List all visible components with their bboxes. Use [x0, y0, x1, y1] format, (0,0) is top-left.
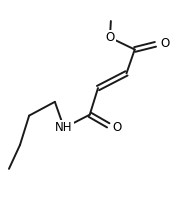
Text: O: O	[113, 121, 122, 134]
Text: NH: NH	[55, 121, 73, 134]
Text: O: O	[105, 31, 115, 44]
Text: O: O	[160, 37, 170, 50]
